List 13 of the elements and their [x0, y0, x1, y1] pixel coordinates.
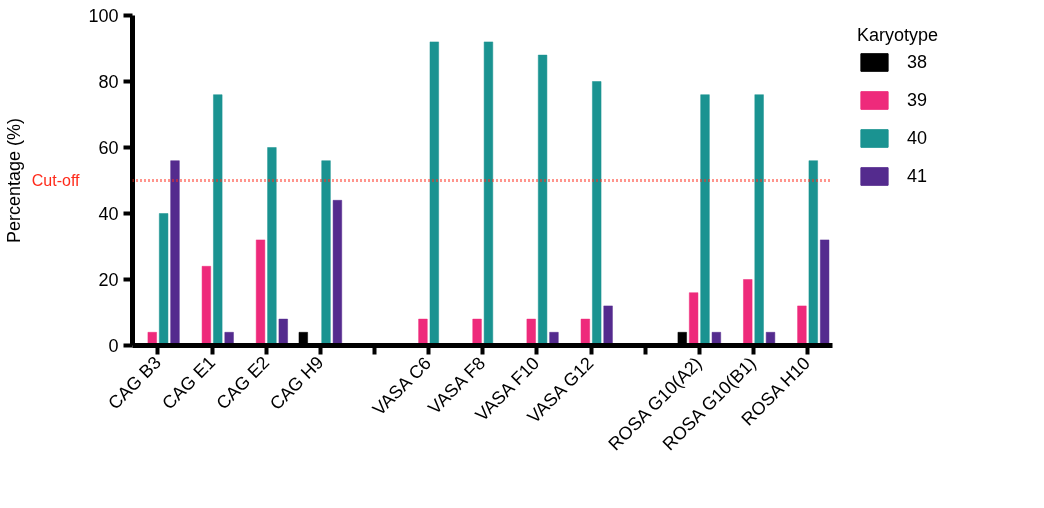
- legend-label: 40: [907, 127, 928, 149]
- y-tick-label: 80: [98, 72, 119, 92]
- legend-title: Karyotype: [857, 25, 939, 46]
- y-tick-label: 100: [88, 6, 119, 26]
- y-tick-label: 0: [108, 336, 119, 356]
- y-axis-title: Percentage (%): [3, 117, 24, 244]
- y-tick-label: 20: [98, 270, 119, 290]
- y-tick-label: 40: [98, 204, 119, 224]
- legend-label: 38: [907, 51, 928, 73]
- y-tick-label: 60: [98, 138, 119, 158]
- legend-label: 41: [907, 165, 928, 187]
- legend-label: 39: [907, 89, 928, 111]
- ref-line-label: Cut-off: [31, 172, 81, 189]
